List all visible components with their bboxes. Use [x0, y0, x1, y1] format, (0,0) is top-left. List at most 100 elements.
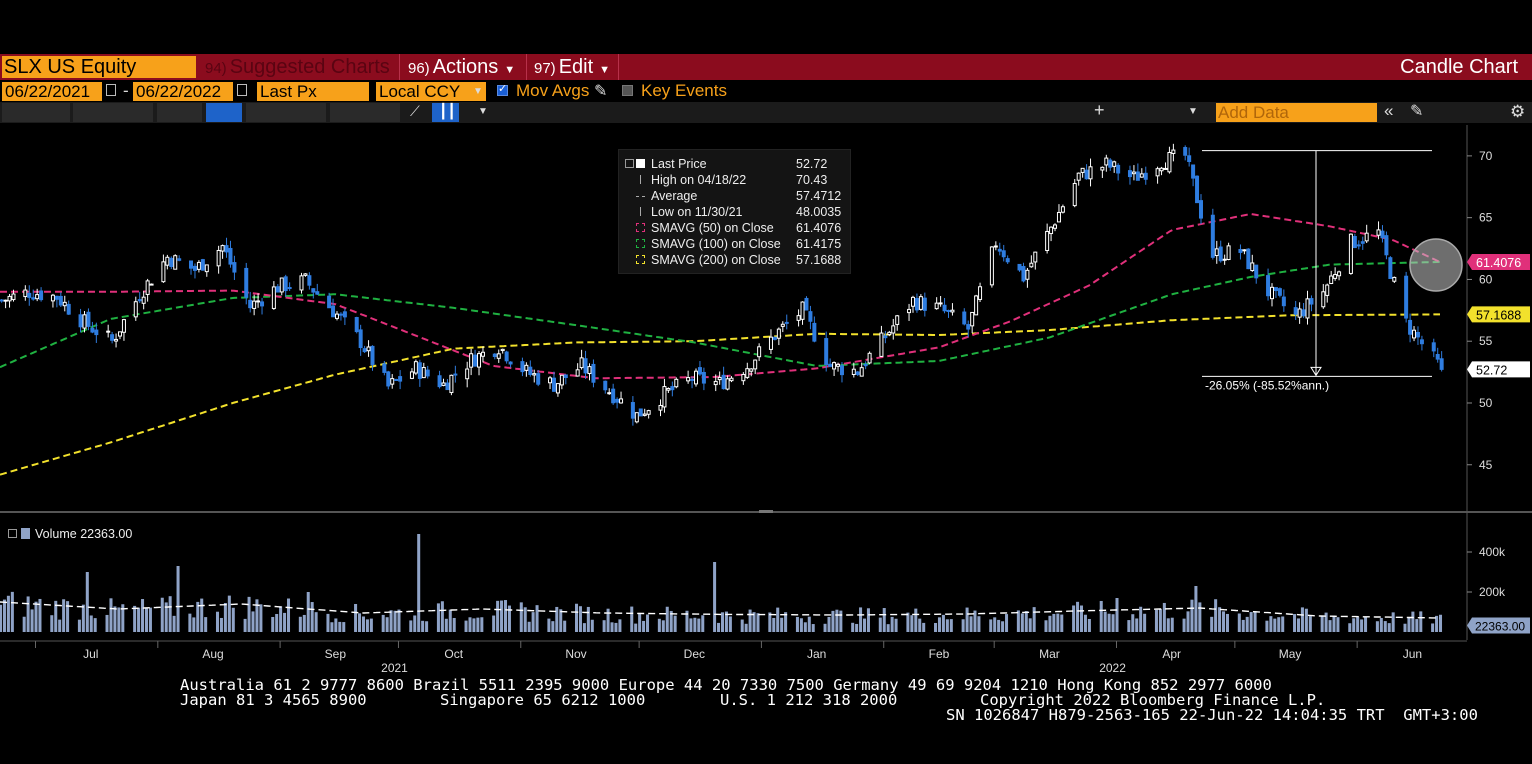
candle-up: [271, 286, 276, 309]
volume-bar: [109, 598, 113, 632]
candle-down: [394, 378, 399, 381]
line-chart-icon[interactable]: ⟋: [410, 103, 420, 119]
volume-bar: [255, 599, 259, 632]
ticker-field[interactable]: SLX US Equity: [2, 56, 196, 78]
end-date-field[interactable]: 06/22/2022: [133, 82, 233, 101]
candle-up: [1088, 166, 1093, 180]
candle-up: [1214, 248, 1219, 257]
candle-up: [989, 246, 994, 286]
candle-down: [1017, 263, 1022, 271]
candle-down: [670, 386, 675, 391]
volume-bar: [283, 612, 287, 632]
candle-up: [118, 331, 123, 337]
key-events-label[interactable]: Key Events: [641, 81, 727, 100]
candle-down: [417, 362, 422, 379]
candle-up: [634, 412, 639, 423]
volume-bar: [26, 596, 30, 632]
edit-number: 97): [534, 60, 556, 77]
toolbar-segment[interactable]: [246, 103, 326, 122]
candle-down: [437, 375, 442, 388]
gear-icon[interactable]: ⚙: [1510, 102, 1526, 121]
legend-value: 61.4076: [796, 221, 842, 235]
volume-label: Volume: [35, 527, 77, 541]
candle-down: [551, 377, 556, 392]
volume-bar: [436, 603, 440, 632]
volume-bar: [614, 622, 618, 632]
mov-avgs-label[interactable]: Mov Avgs: [516, 81, 590, 100]
candle-down: [200, 259, 205, 271]
volume-bar: [204, 617, 208, 632]
volume-bar: [1079, 605, 1084, 632]
chevron-down-icon: ▼: [504, 64, 516, 76]
candle-down: [90, 327, 95, 333]
volume-bar: [417, 534, 421, 632]
volume-bar: [354, 603, 358, 632]
volume-bar: [1194, 586, 1198, 632]
add-data-input[interactable]: Add Data: [1216, 103, 1377, 122]
candle-down: [962, 311, 967, 325]
volume-bar: [1269, 616, 1273, 632]
toolbar-segment[interactable]: [2, 103, 70, 122]
mov-avgs-checkbox[interactable]: ✓: [497, 83, 508, 96]
chart-legend: Last Price 52.72 High on 04/18/22 70.43 Av…: [618, 149, 851, 274]
footer-singapore: Singapore 65 6212 1000: [440, 691, 646, 709]
currency-select[interactable]: Local CCY: [376, 82, 486, 101]
legend-row-sma100: SMAVG (100) on Close 61.4175: [619, 236, 850, 252]
toolbar-segment[interactable]: [330, 103, 400, 122]
volume-bar: [1360, 619, 1364, 632]
chevron-down-icon[interactable]: ▼: [1188, 106, 1198, 117]
volume-bar: [200, 598, 204, 632]
price-field-select[interactable]: Last Px: [257, 82, 369, 101]
volume-bar: [859, 607, 863, 632]
candle-down: [78, 314, 83, 328]
candle-up: [1250, 262, 1255, 272]
pencil-icon[interactable]: ✎: [1410, 103, 1424, 120]
volume-bar: [358, 613, 362, 632]
volume-bar: [176, 566, 180, 632]
volume-bar: [133, 605, 137, 632]
start-date-field[interactable]: 06/22/2021: [2, 82, 102, 101]
double-chevron-left-icon[interactable]: «: [1384, 101, 1394, 120]
candle-up: [532, 373, 537, 376]
volume-bar: [563, 620, 567, 632]
volume-bar: [1391, 612, 1395, 632]
collapse-icon[interactable]: [8, 529, 17, 538]
collapse-icon[interactable]: [625, 159, 634, 168]
year-label: 2021: [381, 661, 408, 675]
pencil-icon[interactable]: ✎: [594, 83, 608, 100]
calendar-icon[interactable]: [237, 84, 247, 96]
volume-bar: [547, 618, 551, 632]
volume-bar: [965, 607, 969, 632]
volume-bar: [310, 602, 314, 632]
volume-bar: [922, 622, 926, 632]
chevron-down-icon[interactable]: ▼: [478, 106, 488, 117]
volume-bar: [784, 612, 788, 632]
toolbar-segment-selected[interactable]: [206, 103, 242, 122]
candle-up: [646, 410, 651, 415]
toolbar-segment[interactable]: [73, 103, 153, 122]
edit-menu[interactable]: 97) Edit ▼: [534, 54, 610, 80]
candle-up: [907, 308, 912, 314]
legend-label: SMAVG (200) on Close: [651, 253, 781, 267]
candle-up: [1033, 251, 1038, 263]
volume-bar: [689, 618, 693, 632]
toolbar-segment[interactable]: [157, 103, 202, 122]
candle-up: [694, 370, 699, 385]
chevron-down-icon[interactable]: ▼: [473, 86, 483, 97]
key-events-checkbox[interactable]: [622, 85, 633, 96]
volume-bar: [835, 609, 839, 632]
calendar-icon[interactable]: [106, 84, 116, 96]
suggested-charts-menu[interactable]: 94) Suggested Charts: [205, 54, 390, 80]
volume-bar: [969, 616, 973, 632]
volume-bar: [1277, 617, 1281, 632]
candle-chart-button[interactable]: ┃┃: [432, 103, 459, 122]
volume-bar: [535, 605, 539, 632]
actions-menu[interactable]: 96) Actions ▼: [408, 54, 515, 80]
volume-bar: [1332, 615, 1336, 632]
volume-bar: [866, 608, 870, 632]
candle-down: [812, 322, 817, 342]
candle-up: [559, 374, 564, 386]
plus-icon[interactable]: +: [1094, 100, 1105, 120]
volume-bar: [799, 618, 803, 632]
